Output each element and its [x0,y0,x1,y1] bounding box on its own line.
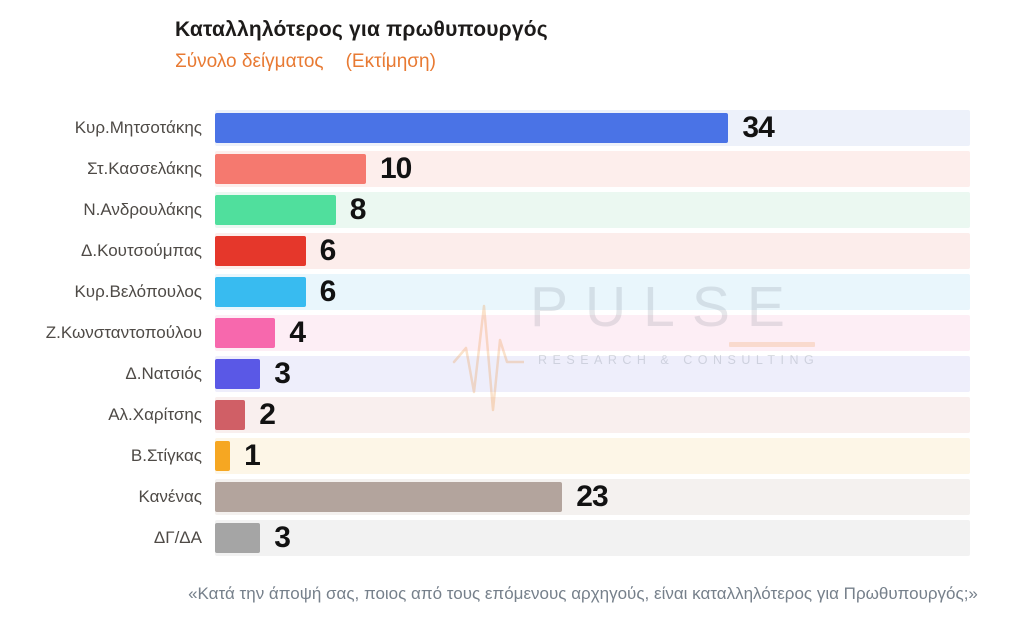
chart-row: Ν.Ανδρουλάκης 8 [0,192,970,228]
category-label: Β.Στίγκας [130,446,202,465]
value-label: 3 [274,357,291,390]
bar-track: 3 [215,520,970,556]
category-label: Αλ.Χαρίτσης [108,405,202,424]
category-label: Δ.Κουτσούμπας [81,241,202,260]
chart-row: Στ.Κασσελάκης 10 [0,151,970,187]
bar-track: 2 [215,397,970,433]
bar [215,154,366,184]
bar-track: 8 [215,192,970,228]
value-label: 4 [289,316,306,349]
chart-header: Καταλληλότερος για πρωθυπουργός Σύνολο δ… [175,18,548,73]
category-label: Στ.Κασσελάκης [87,159,202,178]
value-label: 2 [259,398,276,431]
value-label: 34 [742,111,774,144]
category-label: Κυρ.Μητσοτάκης [74,118,202,137]
chart-row: Αλ.Χαρίτσης 2 [0,397,970,433]
value-label: 6 [319,234,337,267]
category-label: Δ.Νατσιός [125,364,202,383]
value-label: 8 [349,193,367,226]
bar [215,400,246,430]
subtitle-sample-label: Σύνολο δείγματος [175,51,324,72]
bar [215,236,306,266]
value-label: 3 [274,521,291,554]
bar [215,523,261,553]
category-label: ΔΓ/ΔΑ [153,528,202,547]
bar [215,113,729,143]
bar-track: 6 [215,274,970,310]
chart-row: Κανένας 23 [0,479,970,515]
horizontal-bar-chart: Κυρ.Μητσοτάκης 34 Στ.Κασσελάκης 10 Ν.Ανδρουλ… [0,110,970,561]
bar [215,482,563,512]
subtitle-estimate-label: (Εκτίμηση) [345,51,436,72]
chart-row: ΔΓ/ΔΑ 3 [0,520,970,556]
chart-row: Ζ.Κωνσταντοπούλου 4 [0,315,970,351]
bar-track: 10 [215,151,970,187]
bar-track: 3 [215,356,970,392]
bar [215,441,231,471]
bar-track: 34 [215,110,970,146]
bar-track: 4 [215,315,970,351]
value-label: 10 [380,152,412,185]
bar [215,318,276,348]
value-label: 1 [244,439,261,472]
value-label: 23 [576,480,608,513]
chart-row: Β.Στίγκας 1 [0,438,970,474]
bar-track: 6 [215,233,970,269]
chart-row: Δ.Νατσιός 3 [0,356,970,392]
chart-row: Κυρ.Βελόπουλος 6 [0,274,970,310]
bar [215,359,261,389]
bar [215,277,306,307]
bar-track: 23 [215,479,970,515]
chart-subtitle: Σύνολο δείγματος (Εκτίμηση) [175,51,548,73]
chart-title: Καταλληλότερος για πρωθυπουργός [175,18,548,41]
value-label: 6 [319,275,337,308]
chart-row: Δ.Κουτσούμπας 6 [0,233,970,269]
category-label: Ζ.Κωνσταντοπούλου [45,323,202,342]
chart-row: Κυρ.Μητσοτάκης 34 [0,110,970,146]
survey-question-text: «Κατά την άποψή σας, ποιος από τους επόμ… [188,584,978,603]
bar-track: 1 [215,438,970,474]
category-label: Ν.Ανδρουλάκης [83,200,202,219]
category-label: Κυρ.Βελόπουλος [74,282,202,301]
bar [215,195,336,225]
category-label: Κανένας [138,487,202,506]
